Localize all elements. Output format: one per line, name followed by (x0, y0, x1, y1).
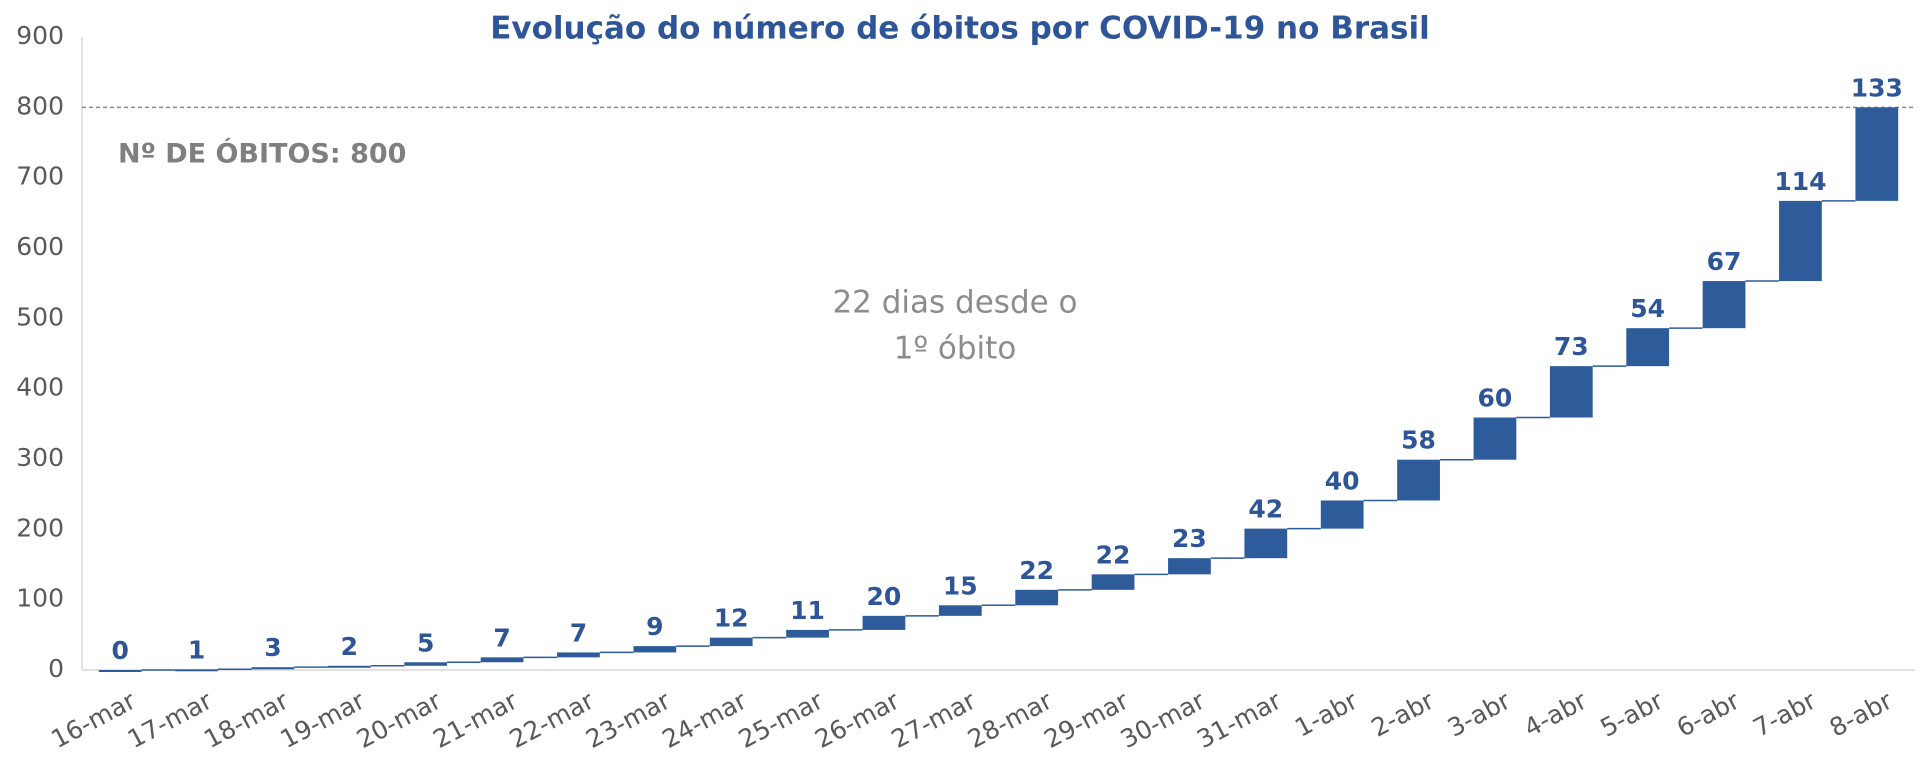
data-label: 133 (1851, 73, 1903, 102)
x-tick-label: 3-abr (1443, 686, 1516, 743)
bar (938, 605, 982, 616)
data-label: 22 (1096, 540, 1131, 569)
data-label: 42 (1248, 495, 1283, 524)
bar (480, 657, 524, 663)
x-tick-label: 19-mar (276, 686, 370, 755)
x-tick-label: 25-mar (734, 686, 828, 755)
data-label: 12 (714, 604, 749, 633)
data-label: 67 (1707, 247, 1742, 276)
x-tick-label: 17-mar (123, 686, 217, 755)
chart-title: Evolução do número de óbitos por COVID-1… (490, 11, 1430, 47)
y-tick-label: 300 (16, 443, 64, 472)
annotation: 22 dias desde o (832, 285, 1077, 321)
bar (1855, 107, 1899, 201)
data-label: 114 (1774, 167, 1826, 196)
bar (1397, 459, 1440, 501)
data-label: 58 (1401, 426, 1436, 455)
data-label: 7 (570, 618, 587, 647)
y-tick-label: 500 (16, 302, 64, 331)
x-tick-label: 22-mar (505, 686, 599, 755)
y-tick-label: 100 (16, 584, 64, 613)
data-label: 40 (1325, 466, 1360, 495)
x-tick-label: 8-abr (1825, 686, 1898, 743)
data-label: 60 (1478, 384, 1513, 413)
data-label: 15 (943, 571, 978, 600)
x-tick-label: 4-abr (1519, 686, 1592, 743)
x-tick-label: 1-abr (1290, 686, 1363, 743)
data-label: 9 (646, 612, 663, 641)
bar (786, 629, 829, 638)
x-tick-label: 2-abr (1366, 686, 1439, 743)
data-label: 54 (1630, 294, 1665, 323)
x-tick-label: 21-mar (428, 686, 522, 755)
x-tick-label: 31-mar (1192, 686, 1286, 755)
bar (862, 615, 906, 630)
data-label: 20 (867, 582, 902, 611)
bar (1702, 281, 1746, 329)
bar (1244, 528, 1288, 559)
x-tick-label: 29-mar (1039, 686, 1133, 755)
data-label: 73 (1554, 332, 1589, 361)
data-label: 22 (1019, 556, 1054, 585)
bar (1626, 328, 1670, 367)
data-label: 11 (790, 596, 825, 625)
bar (557, 652, 600, 658)
x-tick-label: 7-abr (1748, 686, 1821, 743)
data-label: 7 (493, 623, 510, 652)
data-label: 1 (188, 635, 205, 664)
x-tick-label: 18-mar (199, 686, 293, 755)
bar (633, 646, 677, 653)
x-tick-label: 24-mar (658, 686, 752, 755)
bar (327, 665, 371, 668)
x-tick-label: 16-mar (47, 686, 141, 755)
data-label: 3 (264, 633, 281, 662)
bar (251, 667, 295, 670)
x-tick-label: 5-abr (1596, 686, 1669, 743)
y-tick-label: 700 (16, 162, 64, 191)
x-tick-label: 26-mar (810, 686, 904, 755)
bar (1320, 500, 1364, 529)
x-tick-label: 30-mar (1116, 686, 1210, 755)
bar (1091, 574, 1135, 590)
bar (1473, 417, 1517, 460)
y-tick-label: 800 (16, 91, 64, 120)
bar (98, 670, 142, 672)
bar (709, 637, 753, 647)
x-tick-label: 20-mar (352, 686, 446, 755)
bar (175, 669, 218, 672)
y-tick-label: 0 (48, 654, 64, 683)
data-label: 0 (111, 636, 128, 665)
x-tick-label: 23-mar (581, 686, 675, 755)
bar (1779, 200, 1822, 282)
data-label: 23 (1172, 524, 1207, 553)
annotation: 1º óbito (894, 331, 1017, 367)
x-tick-label: 6-abr (1672, 686, 1745, 743)
x-tick-label: 28-mar (963, 686, 1057, 755)
data-label: 5 (417, 628, 434, 657)
y-tick-label: 200 (16, 513, 64, 542)
data-label: 2 (341, 632, 358, 661)
x-tick-label: 27-mar (887, 686, 981, 755)
bar (1168, 558, 1211, 575)
y-tick-label: 400 (16, 373, 64, 402)
bar (404, 662, 448, 666)
y-tick-label: 900 (16, 21, 64, 50)
bar (1549, 366, 1593, 418)
annotation: Nº DE ÓBITOS: 800 (118, 138, 406, 170)
bar (1015, 589, 1059, 606)
y-tick-label: 600 (16, 232, 64, 261)
